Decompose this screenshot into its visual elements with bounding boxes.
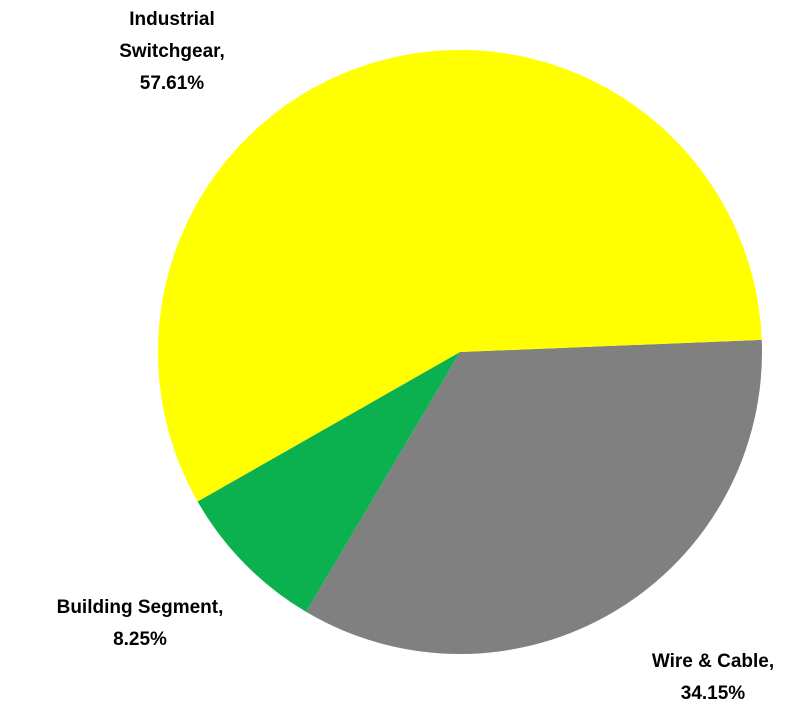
data-label: Wire & Cable, 34.15% xyxy=(613,646,797,702)
value-label: 57.61% xyxy=(139,73,205,94)
data-label: Industrial Switchgear, 57.61% xyxy=(102,4,242,100)
value-label: 8.25% xyxy=(113,629,167,650)
data-label: Building Segment, 8.25% xyxy=(0,592,290,656)
pie-slice xyxy=(306,339,762,654)
value-label: 34.15% xyxy=(680,683,746,702)
pie-slice xyxy=(158,50,762,502)
category-label: Building Segment, xyxy=(56,597,224,618)
category-label: Industrial Switchgear, xyxy=(119,9,225,62)
category-label: Wire & Cable, xyxy=(651,651,775,672)
pie-slice xyxy=(197,352,460,612)
